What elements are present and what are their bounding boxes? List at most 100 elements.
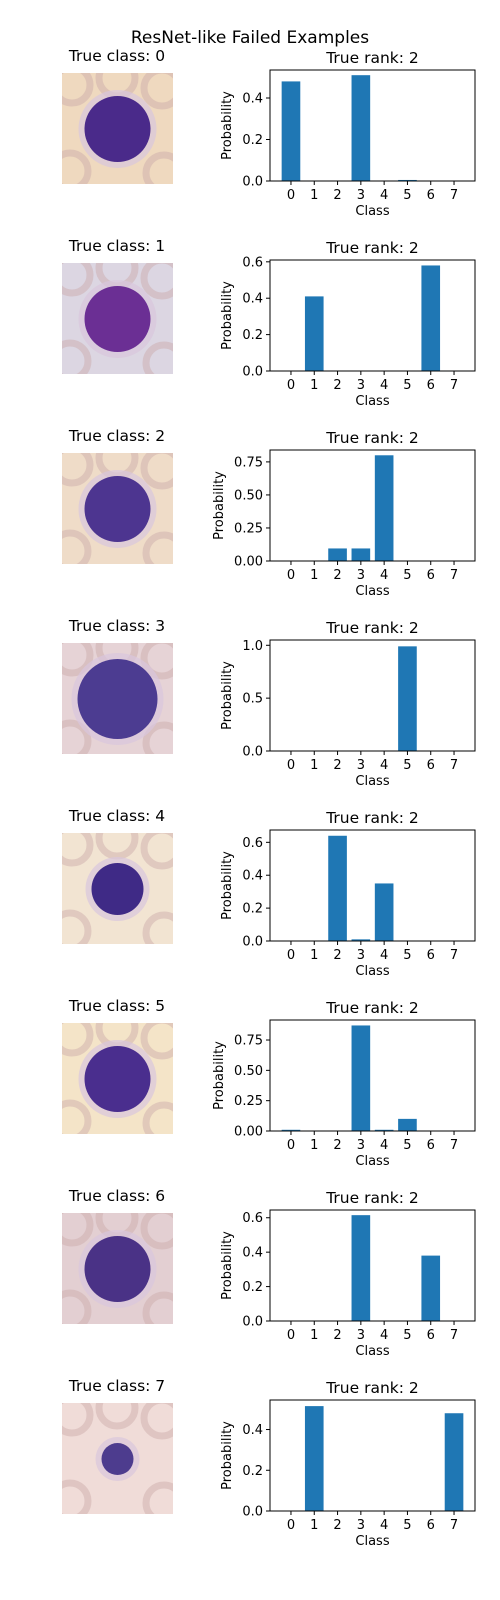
x-tick-label: 5 bbox=[403, 568, 411, 583]
background-cell-icon bbox=[140, 643, 173, 680]
x-tick-label: 1 bbox=[310, 758, 318, 773]
y-tick-label: 0.4 bbox=[242, 1246, 263, 1261]
chart-title: True rank: 2 bbox=[325, 49, 419, 67]
x-tick-label: 2 bbox=[333, 378, 341, 393]
image-title: True class: 2 bbox=[68, 427, 166, 445]
x-tick-label: 7 bbox=[450, 1138, 458, 1153]
background-cell-icon bbox=[140, 263, 173, 300]
y-axis-label: Probability bbox=[220, 91, 235, 160]
y-tick-label: 0.6 bbox=[242, 836, 263, 851]
background-cell-icon bbox=[62, 719, 92, 754]
background-cell-icon bbox=[140, 1213, 173, 1250]
background-cell-icon bbox=[140, 1403, 173, 1440]
background-cell-icon bbox=[142, 721, 173, 754]
background-cell-icon bbox=[62, 73, 94, 107]
bar-class-4 bbox=[374, 1129, 394, 1131]
y-tick-label: 0.4 bbox=[242, 92, 263, 107]
x-tick-label: 0 bbox=[287, 758, 295, 773]
probability-bar-chart: True rank: 2 0 1 2 3 4 5 6 7 0.0 0.5 1.0 Class Probab… bbox=[220, 619, 476, 789]
y-tick-label: 0.50 bbox=[234, 1064, 263, 1079]
x-tick-label: 1 bbox=[310, 1138, 318, 1153]
y-tick-label: 0.0 bbox=[242, 1505, 263, 1520]
y-tick-label: 0.2 bbox=[242, 1464, 263, 1479]
bar-class-3 bbox=[351, 548, 371, 561]
x-tick-label: 7 bbox=[450, 568, 458, 583]
bar-class-2 bbox=[328, 835, 347, 941]
probability-bar-chart: True rank: 2 0 1 2 3 4 5 6 7 0.0 0.2 0.4 0.6 Class Pro… bbox=[220, 239, 476, 409]
y-tick-label: 0.00 bbox=[234, 555, 263, 570]
bar-class-1 bbox=[304, 296, 324, 371]
probability-bar-chart: True rank: 2 0 1 2 3 4 5 6 7 0.0 0.2 0.4 Class Probab… bbox=[220, 1379, 476, 1549]
cell-nucleus-icon bbox=[84, 476, 151, 542]
y-tick-label: 0.2 bbox=[242, 133, 263, 148]
cell-image bbox=[62, 643, 173, 754]
y-tick-label: 0.6 bbox=[242, 255, 263, 270]
cell-nucleus-icon bbox=[84, 1046, 151, 1112]
y-axis-label: Probability bbox=[220, 851, 235, 920]
x-tick-label: 0 bbox=[287, 1518, 295, 1533]
x-tick-label: 0 bbox=[287, 188, 295, 203]
x-tick-label: 6 bbox=[427, 1518, 435, 1533]
example-row: True class: 0 True rank: 2 0 1 2 3 4 5 6 7 0.0 0.2 0… bbox=[0, 45, 500, 235]
x-tick-label: 6 bbox=[427, 758, 435, 773]
x-tick-label: 1 bbox=[310, 1328, 318, 1343]
bar-class-4 bbox=[374, 883, 394, 941]
y-axis-label: Probability bbox=[220, 1421, 235, 1490]
x-tick-label: 5 bbox=[403, 758, 411, 773]
cell-image bbox=[62, 73, 173, 184]
y-tick-label: 0.4 bbox=[242, 869, 263, 884]
x-tick-label: 5 bbox=[403, 1518, 411, 1533]
y-tick-label: 0.5 bbox=[242, 692, 263, 707]
x-tick-label: 2 bbox=[333, 948, 341, 963]
x-tick-label: 4 bbox=[380, 948, 388, 963]
bar-class-3 bbox=[351, 939, 371, 941]
background-cell-icon bbox=[142, 531, 173, 564]
bar-class-2 bbox=[328, 548, 347, 561]
example-row: True class: 6 True rank: 2 0 1 2 3 4 5 6 7 0.0 0.2 0… bbox=[0, 1185, 500, 1375]
bar-class-3 bbox=[351, 1025, 371, 1131]
x-tick-label: 2 bbox=[333, 568, 341, 583]
image-title: True class: 3 bbox=[68, 617, 166, 635]
bar-class-4 bbox=[374, 455, 394, 561]
y-tick-label: 0.75 bbox=[234, 455, 263, 470]
chart-title: True rank: 2 bbox=[325, 239, 419, 257]
x-tick-label: 3 bbox=[357, 1518, 365, 1533]
x-tick-label: 5 bbox=[403, 188, 411, 203]
background-cell-icon bbox=[62, 149, 92, 184]
background-cell-icon bbox=[62, 339, 92, 374]
x-tick-label: 6 bbox=[427, 1138, 435, 1153]
y-tick-label: 0.0 bbox=[242, 175, 263, 190]
bar-class-5 bbox=[398, 179, 417, 181]
background-cell-icon bbox=[62, 453, 94, 487]
y-tick-label: 0.4 bbox=[242, 1423, 263, 1438]
x-tick-label: 5 bbox=[403, 948, 411, 963]
x-tick-label: 7 bbox=[450, 1328, 458, 1343]
axes-frame bbox=[269, 259, 476, 372]
example-row: True class: 1 True rank: 2 0 1 2 3 4 5 6 7 0.0 0.2 0… bbox=[0, 235, 500, 425]
x-tick-label: 0 bbox=[287, 948, 295, 963]
background-cell-icon bbox=[62, 1479, 92, 1514]
bar-class-5 bbox=[398, 1118, 417, 1131]
y-tick-label: 0.6 bbox=[242, 1211, 263, 1226]
probability-bar-chart: True rank: 2 0 1 2 3 4 5 6 7 0.0 0.2 0.4 0.6 Class Pro… bbox=[220, 809, 476, 979]
chart-title: True rank: 2 bbox=[325, 619, 419, 637]
background-cell-icon bbox=[62, 1099, 92, 1134]
x-tick-label: 3 bbox=[357, 378, 365, 393]
cell-image bbox=[62, 263, 173, 374]
probability-bar-chart: True rank: 2 0 1 2 3 4 5 6 7 0.0 0.2 0.4 0.6 Class Pro… bbox=[220, 1189, 476, 1359]
example-row: True class: 7 True rank: 2 0 1 2 3 4 5 6 7 0.0 0.2 0… bbox=[0, 1375, 500, 1565]
y-tick-label: 0.2 bbox=[242, 902, 263, 917]
x-tick-label: 4 bbox=[380, 1518, 388, 1533]
cell-nucleus-icon bbox=[84, 1236, 151, 1302]
x-tick-label: 5 bbox=[403, 1328, 411, 1343]
background-cell-icon bbox=[62, 643, 94, 677]
image-title: True class: 6 bbox=[68, 1187, 166, 1205]
x-tick-label: 4 bbox=[380, 758, 388, 773]
x-tick-label: 1 bbox=[310, 568, 318, 583]
bar-class-5 bbox=[398, 646, 417, 751]
axes-frame bbox=[269, 639, 476, 752]
x-tick-label: 2 bbox=[333, 758, 341, 773]
x-tick-label: 4 bbox=[380, 1328, 388, 1343]
x-tick-label: 4 bbox=[380, 568, 388, 583]
chart-title: True rank: 2 bbox=[325, 999, 419, 1017]
